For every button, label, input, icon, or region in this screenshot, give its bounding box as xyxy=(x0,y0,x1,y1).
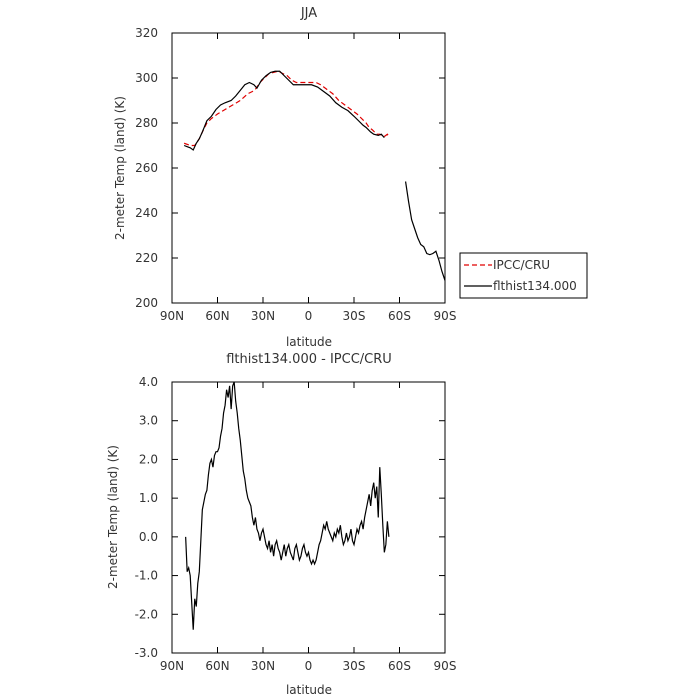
top-chart-y-tick-label: 260 xyxy=(135,161,158,175)
bottom-chart-x-ticks: 90N 60N 30N 0 30S 60S 90S xyxy=(160,382,457,673)
bottom-chart-y-tick-label: -2.0 xyxy=(135,607,158,621)
bottom-chart-title: flthist134.000 - IPCC/CRU xyxy=(226,352,392,367)
bottom-chart-x-axis-label: latitude xyxy=(286,683,332,697)
bottom-chart-y-ticks: -3.0 -2.0 -1.0 0.0 1.0 2.0 3.0 4.0 xyxy=(135,375,445,660)
top-chart-x-tick-label: 0 xyxy=(305,309,313,323)
top-chart-title: JJA xyxy=(300,6,317,21)
legend-label-ipcc-cru: IPCC/CRU xyxy=(493,258,550,272)
bottom-chart-series-line-difference xyxy=(185,381,390,630)
bottom-chart-x-tick-label: 0 xyxy=(305,659,313,673)
top-chart-x-tick-label: 60S xyxy=(388,309,411,323)
top-chart-x-tick-label: 30S xyxy=(343,309,366,323)
bottom-chart-y-tick-label: -1.0 xyxy=(135,569,158,583)
bottom-chart-frame xyxy=(171,381,446,654)
top-chart-y-tick-label: 220 xyxy=(135,251,158,265)
top-chart-y-axis-label: 2-meter Temp (land) (K) xyxy=(113,96,127,240)
top-chart-y-ticks: 200 220 240 260 280 300 320 xyxy=(135,26,445,310)
bottom-chart-y-tick-label: 2.0 xyxy=(139,452,158,466)
bottom-chart-y-tick-label: 1.0 xyxy=(139,491,158,505)
top-chart-series-line-ipcc-cru xyxy=(183,70,390,147)
bottom-chart-x-tick-label: 90N xyxy=(160,659,184,673)
top-chart-y-tick-label: 320 xyxy=(135,26,158,40)
top-chart-x-tick-label: 30N xyxy=(251,309,275,323)
legend: IPCC/CRU flthist134.000 xyxy=(459,252,588,299)
bottom-chart-x-tick-label: 60N xyxy=(205,659,229,673)
top-chart-x-tick-label: 60N xyxy=(205,309,229,323)
bottom-chart-series xyxy=(185,381,390,630)
top-chart-series xyxy=(183,70,446,281)
top-chart-frame xyxy=(171,32,446,304)
top-chart-panel: JJA 90N 60N 30N 0 30S 60S 90S 200 220 240 260 280 3… xyxy=(113,6,456,349)
top-chart-series-line-flthist134-000 xyxy=(404,181,446,281)
bottom-chart-x-tick-label: 90S xyxy=(434,659,457,673)
top-chart-y-tick-label: 280 xyxy=(135,116,158,130)
bottom-chart-panel: flthist134.000 - IPCC/CRU 90N 60N 30N 0 30S 6… xyxy=(106,352,456,697)
bottom-chart-y-tick-label: 0.0 xyxy=(139,530,158,544)
bottom-chart-y-tick-label: 3.0 xyxy=(139,414,158,428)
top-chart-y-tick-label: 300 xyxy=(135,71,158,85)
legend-box xyxy=(459,252,588,299)
legend-label-flthist: flthist134.000 xyxy=(493,279,577,293)
bottom-chart-y-tick-label: 4.0 xyxy=(139,375,158,389)
bottom-chart-x-tick-label: 30N xyxy=(251,659,275,673)
top-chart-y-tick-label: 200 xyxy=(135,296,158,310)
top-chart-y-tick-label: 240 xyxy=(135,206,158,220)
bottom-chart-x-tick-label: 60S xyxy=(388,659,411,673)
top-chart-x-axis-label: latitude xyxy=(286,335,332,349)
bottom-chart-x-tick-label: 30S xyxy=(343,659,366,673)
top-chart-x-ticks: 90N 60N 30N 0 30S 60S 90S xyxy=(160,33,457,323)
top-chart-x-tick-label: 90S xyxy=(434,309,457,323)
bottom-chart-y-tick-label: -3.0 xyxy=(135,646,158,660)
top-chart-series-line-flthist134-000 xyxy=(183,70,385,151)
top-chart-x-tick-label: 90N xyxy=(160,309,184,323)
bottom-chart-y-axis-label: 2-meter Temp (land) (K) xyxy=(106,445,120,589)
